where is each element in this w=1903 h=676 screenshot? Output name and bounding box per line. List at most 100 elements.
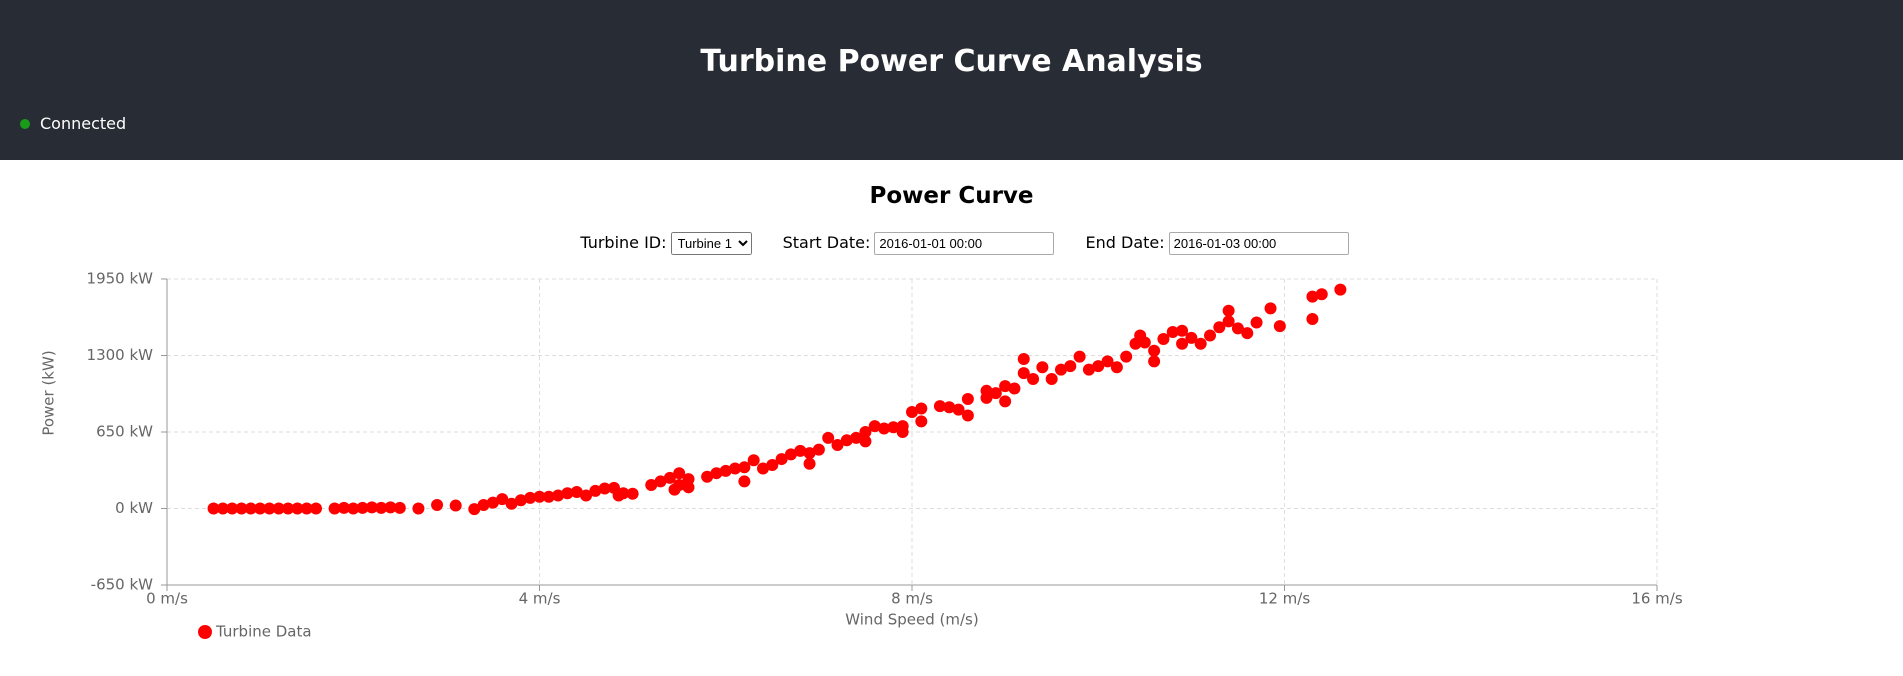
- point: [1315, 288, 1328, 301]
- point: [505, 497, 518, 510]
- status-text: Connected: [40, 114, 127, 133]
- point: [244, 502, 257, 515]
- point: [952, 403, 965, 416]
- point: [468, 503, 481, 516]
- point: [486, 496, 499, 509]
- point: [961, 393, 974, 406]
- point: [1241, 327, 1254, 340]
- point: [645, 478, 658, 491]
- point: [738, 475, 751, 488]
- point: [282, 502, 295, 515]
- turbine-label: Turbine ID:: [580, 233, 667, 252]
- point: [840, 434, 853, 447]
- y-tick-label: 1300 kW: [87, 346, 154, 364]
- point: [393, 501, 406, 514]
- y-tick-label: 1950 kW: [87, 270, 154, 288]
- point: [812, 443, 825, 456]
- point: [347, 502, 360, 515]
- point: [1045, 373, 1058, 386]
- point: [803, 457, 816, 470]
- point: [1157, 333, 1170, 346]
- point: [850, 431, 863, 444]
- point: [1334, 283, 1347, 296]
- end-input[interactable]: [1168, 232, 1349, 255]
- point: [337, 501, 350, 514]
- point: [803, 447, 816, 460]
- point: [1194, 337, 1207, 350]
- point: [226, 502, 239, 515]
- point: [943, 401, 956, 414]
- point: [626, 487, 639, 500]
- point: [1055, 363, 1067, 376]
- point: [980, 391, 993, 404]
- point: [1017, 353, 1030, 366]
- point: [235, 502, 248, 515]
- point: [1073, 350, 1086, 363]
- point: [412, 502, 425, 515]
- controls: Turbine ID:Turbine 1 Start Date: End Dat…: [0, 232, 1903, 255]
- point: [561, 487, 574, 500]
- x-tick-label: 16 m/s: [1631, 590, 1683, 608]
- point: [794, 444, 807, 457]
- point: [887, 421, 900, 434]
- x-tick-label: 12 m/s: [1259, 590, 1311, 608]
- point: [1017, 367, 1030, 380]
- point: [747, 454, 760, 467]
- point: [729, 462, 742, 475]
- point: [738, 461, 751, 474]
- point: [1101, 355, 1114, 368]
- header: Turbine Power Curve Analysis Connected: [0, 0, 1903, 160]
- point: [449, 499, 462, 512]
- point: [1027, 373, 1040, 386]
- point: [1110, 361, 1123, 374]
- point: [533, 490, 546, 503]
- point: [1176, 337, 1189, 350]
- point: [1064, 360, 1077, 373]
- point: [300, 502, 313, 515]
- point: [766, 458, 779, 471]
- point: [1231, 322, 1244, 335]
- point: [1036, 361, 1049, 374]
- point: [1082, 363, 1095, 376]
- point: [1250, 316, 1263, 329]
- point: [291, 502, 304, 515]
- point: [757, 462, 769, 475]
- start-input[interactable]: [874, 232, 1055, 255]
- point: [868, 420, 881, 433]
- point: [1148, 344, 1161, 357]
- point: [1222, 304, 1235, 317]
- point: [384, 501, 397, 514]
- x-tick-label: 8 m/s: [891, 590, 933, 608]
- start-label: Start Date:: [782, 233, 871, 252]
- point: [477, 498, 490, 511]
- point: [654, 475, 667, 488]
- point: [933, 400, 946, 413]
- point: [207, 502, 220, 515]
- point: [263, 502, 276, 515]
- point: [375, 501, 388, 514]
- status-dot: [20, 119, 30, 129]
- point: [365, 501, 378, 514]
- point: [580, 489, 593, 502]
- point: [896, 426, 909, 438]
- point: [310, 502, 322, 515]
- legend-label: Turbine Data: [215, 623, 312, 641]
- point: [878, 422, 891, 435]
- point: [859, 426, 872, 438]
- point: [859, 435, 872, 448]
- x-tick-label: 0 m/s: [146, 590, 188, 608]
- point: [598, 482, 611, 495]
- point: [589, 484, 602, 497]
- point: [524, 491, 537, 504]
- point: [552, 489, 565, 502]
- point: [328, 502, 341, 515]
- y-tick-label: 650 kW: [96, 423, 153, 441]
- point: [682, 481, 695, 494]
- point: [719, 464, 732, 477]
- point: [431, 498, 444, 511]
- turbine-select[interactable]: Turbine 1: [670, 232, 752, 255]
- point: [542, 490, 555, 503]
- point: [1138, 336, 1151, 349]
- point: [1176, 324, 1189, 337]
